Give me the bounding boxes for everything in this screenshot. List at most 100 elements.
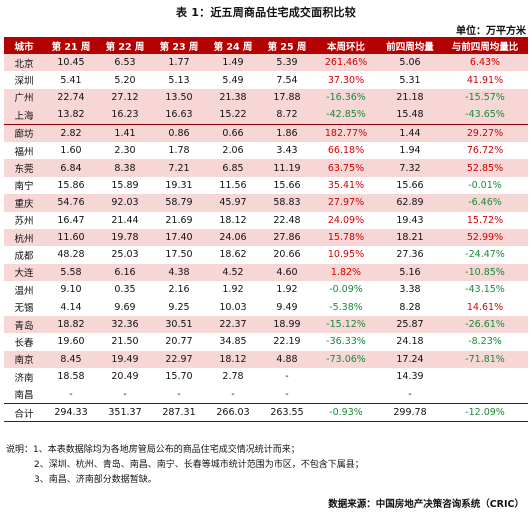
cell-wow: 24.09% — [327, 214, 365, 226]
cell-w21: 18.58 — [57, 371, 85, 383]
cell-w23: 1.78 — [168, 145, 190, 157]
cell-w24: 18.12 — [206, 350, 260, 369]
cell-w22: 6.53 — [98, 54, 152, 72]
cell-city: 重庆 — [4, 194, 44, 212]
cell-w25: 1.86 — [260, 124, 314, 142]
col-header-w21: 第 21 周 — [44, 37, 98, 54]
table-row: 东莞 6.84 8.38 7.21 6.85 11.19 63.75% 7.32 52.85% — [4, 159, 528, 177]
cell-w25: 263.55 — [260, 402, 314, 423]
cell-w23: 287.31 — [152, 402, 206, 423]
cell-w24: 34.85 — [219, 336, 247, 348]
cell-w23: 7.21 — [152, 159, 206, 177]
note-line: 说明：1、本表数据除均为各地房管局公布的商品住宅成交情况统计而来； — [6, 445, 300, 455]
cell-w23: 4.38 — [152, 263, 206, 282]
cell-w25: 20.66 — [273, 249, 301, 261]
cell-vs4: -15.57% — [442, 88, 528, 107]
cell-w24: 24.06 — [206, 228, 260, 247]
cell-avg4: 7.32 — [378, 159, 442, 177]
cell-w25: 1.92 — [276, 284, 298, 296]
cell-vs4: 41.91% — [466, 74, 504, 86]
table-row: 福州 1.60 2.30 1.78 2.06 3.43 66.18% 1.94 76.72% — [4, 142, 528, 159]
cell-w22: 19.49 — [98, 350, 152, 369]
cell-w21: 294.33 — [44, 402, 98, 423]
cell-w23: 17.50 — [165, 249, 193, 261]
cell-w22: 6.16 — [98, 263, 152, 282]
transaction-table: 城市 第 21 周 第 22 周 第 23 周 第 24 周 第 25 周 本周… — [4, 37, 528, 423]
cell-wow: -36.33% — [326, 336, 366, 348]
cell-w25: 4.88 — [260, 350, 314, 369]
cell-w24: 1.92 — [222, 284, 244, 296]
cell-w23: - — [177, 388, 181, 400]
table-row: 广州 22.74 27.12 13.50 21.38 17.88 -16.36% 21.18-… — [4, 88, 528, 107]
col-header-vs4: 与前四周均量比 — [442, 37, 528, 54]
cell-vs4 — [442, 368, 528, 385]
cell-avg4: 24.18 — [396, 336, 424, 348]
cell-w23: 0.86 — [152, 124, 206, 142]
cell-city: 上海 — [4, 106, 44, 125]
cell-vs4: -26.61% — [442, 315, 528, 334]
cell-avg4: 299.78 — [378, 402, 442, 423]
table-row: 温州 9.10 0.35 2.16 1.92 1.92 -0.09% 3.38 -43.15% — [4, 281, 528, 298]
cell-city: 苏州 — [14, 216, 34, 228]
cell-city: 长春 — [14, 337, 34, 349]
cell-wow: -5.38% — [329, 301, 363, 313]
cell-w24: 22.37 — [206, 315, 260, 334]
cell-vs4: 52.85% — [442, 159, 528, 177]
cell-vs4: -43.15% — [465, 284, 505, 296]
cell-city: 无锡 — [14, 303, 34, 315]
cell-vs4: 76.72% — [466, 145, 504, 157]
cell-vs4: 15.72% — [466, 214, 504, 226]
cell-w21: 6.84 — [44, 159, 98, 177]
cell-wow: -16.36% — [314, 88, 378, 107]
cell-w21: 2.82 — [44, 124, 98, 142]
cell-w21: 10.45 — [44, 54, 98, 72]
cell-city: 杭州 — [4, 228, 44, 247]
cell-w23: 1.77 — [152, 54, 206, 72]
note-line: 2、深圳、杭州、青岛、南昌、南宁、长春等城市统计范围为市区，不包含下属县； — [34, 460, 364, 470]
cell-w21: 5.58 — [44, 263, 98, 282]
header-row: 城市 第 21 周 第 22 周 第 23 周 第 24 周 第 25 周 本周… — [4, 37, 528, 54]
cell-wow: 37.30% — [327, 74, 365, 86]
cell-w25: 8.72 — [260, 106, 314, 125]
cell-w24: - — [231, 388, 235, 400]
cell-wow: -42.85% — [314, 106, 378, 125]
cell-w21: 54.76 — [44, 194, 98, 212]
cell-w24: 266.03 — [206, 402, 260, 423]
cell-vs4: -71.81% — [442, 350, 528, 369]
table-row: 苏州 16.47 21.44 21.69 18.12 22.48 24.09% 19.43 15… — [4, 212, 528, 229]
cell-w22: 9.69 — [114, 301, 136, 313]
table-title: 表 1：近五周商品住宅成交面积比较 — [176, 6, 356, 19]
cell-vs4: -10.85% — [442, 263, 528, 282]
cell-wow: 1.82% — [314, 263, 378, 282]
cell-w22: 0.35 — [114, 284, 136, 296]
cell-avg4: 62.89 — [378, 194, 442, 212]
cell-vs4: 52.99% — [442, 228, 528, 247]
cell-city: 南京 — [4, 350, 44, 369]
note-line: 3、南昌、济南部分数据暂缺。 — [34, 475, 157, 485]
cell-w22: 2.30 — [114, 145, 136, 157]
table-row: 大连 5.58 6.16 4.38 4.52 4.60 1.82% 5.16 -10.85% — [4, 263, 528, 282]
cell-w24: 2.78 — [222, 371, 244, 383]
cell-w23: 58.79 — [152, 194, 206, 212]
cell-w22: - — [123, 388, 127, 400]
col-header-city: 城市 — [4, 37, 44, 54]
cell-w25: 22.19 — [273, 336, 301, 348]
cell-w25: 58.83 — [260, 194, 314, 212]
cell-w22: 21.44 — [111, 214, 139, 226]
cell-city: 合计 — [4, 402, 44, 423]
cell-city: 福州 — [14, 146, 34, 158]
cell-w21: 9.10 — [60, 284, 82, 296]
cell-vs4: 29.27% — [442, 124, 528, 142]
col-header-w25: 第 25 周 — [260, 37, 314, 54]
col-header-w23: 第 23 周 — [152, 37, 206, 54]
cell-w24: 45.97 — [206, 194, 260, 212]
cell-w25: 7.54 — [276, 74, 298, 86]
cell-w21: 11.60 — [44, 228, 98, 247]
cell-w21: 1.60 — [60, 145, 82, 157]
cell-city: 东莞 — [4, 159, 44, 177]
cell-city: 济南 — [14, 372, 34, 384]
cell-w21: 48.28 — [57, 249, 85, 261]
cell-wow — [314, 385, 378, 403]
cell-w22: 92.03 — [98, 194, 152, 212]
col-header-avg4: 前四周均量 — [378, 37, 442, 54]
